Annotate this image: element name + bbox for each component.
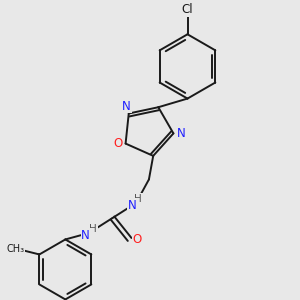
Text: CH₃: CH₃ xyxy=(7,244,25,254)
Text: Cl: Cl xyxy=(182,3,193,16)
Text: H: H xyxy=(89,224,97,234)
Text: N: N xyxy=(177,127,185,140)
Text: O: O xyxy=(133,233,142,246)
Text: N: N xyxy=(81,229,90,242)
Text: O: O xyxy=(113,137,123,150)
Text: N: N xyxy=(128,199,136,212)
Text: H: H xyxy=(134,194,142,204)
Text: N: N xyxy=(122,100,131,112)
